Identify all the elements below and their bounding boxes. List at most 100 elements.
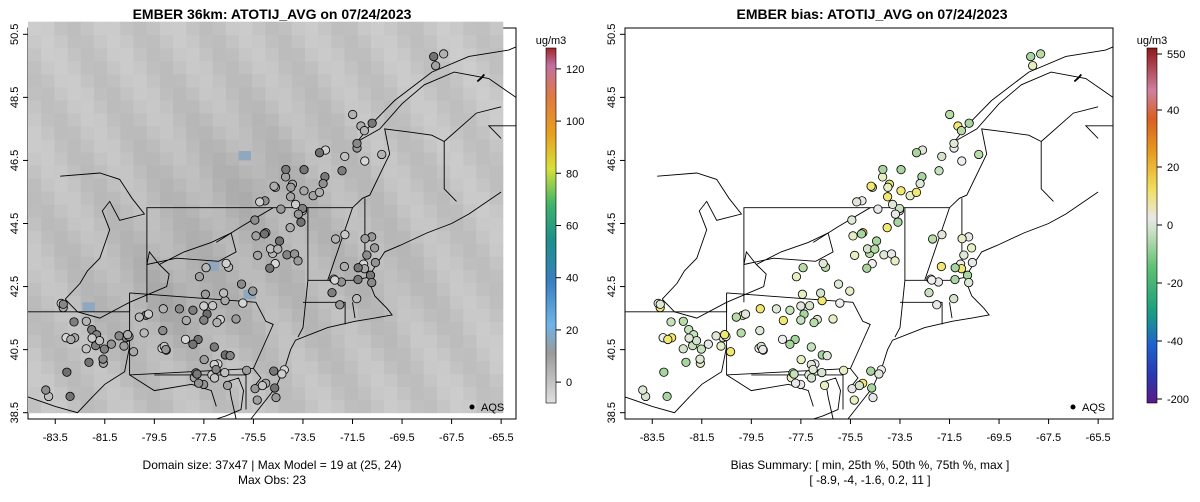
heatmap-cell <box>93 295 108 309</box>
obs-point <box>439 49 449 59</box>
bias-point <box>681 357 691 367</box>
heatmap-cell <box>93 86 108 101</box>
left-map-line <box>250 191 502 420</box>
heatmap-cell <box>54 399 69 414</box>
right-colorbar-unit: ug/m3 <box>1137 35 1168 47</box>
heatmap-cell <box>331 360 346 375</box>
heatmap-cell <box>54 112 69 127</box>
left-y-tick-label: 38.5 <box>9 402 21 423</box>
bias-point <box>771 304 782 314</box>
left-map-line <box>216 377 244 420</box>
obs-point <box>221 258 231 269</box>
heatmap-cell <box>357 191 372 205</box>
bias-point <box>845 286 855 296</box>
heatmap-cell <box>28 295 42 309</box>
heatmap-cell <box>476 138 491 153</box>
heatmap-cell <box>173 138 187 153</box>
heatmap-cell <box>489 386 504 401</box>
obs-point <box>208 301 218 311</box>
heatmap-cell <box>278 21 293 36</box>
left-map-line <box>443 106 502 142</box>
heatmap-cell <box>41 47 55 62</box>
heatmap-cell <box>318 256 332 270</box>
heatmap-cell <box>423 86 438 101</box>
heatmap-cell <box>450 165 464 179</box>
right-colorbar-ticks: 550 40 20 0 -20 -40 -200 <box>1157 49 1189 406</box>
heatmap-cell <box>265 321 280 335</box>
bias-point <box>915 178 925 189</box>
heatmap-cell <box>436 152 451 166</box>
heatmap-cell <box>489 321 504 335</box>
heatmap-cell <box>28 178 42 192</box>
heatmap-cell <box>463 347 477 362</box>
heatmap-cell <box>331 373 346 388</box>
right-map-line <box>726 374 814 407</box>
heatmap-cell <box>133 191 148 205</box>
heatmap-cell <box>370 295 385 309</box>
heatmap-cell <box>146 60 161 75</box>
heatmap-cell <box>107 112 121 127</box>
bias-point <box>817 296 827 306</box>
heatmap-cell <box>80 230 95 244</box>
heatmap-cell <box>397 295 411 309</box>
heatmap-cell <box>120 178 135 192</box>
heatmap-cell <box>463 217 477 231</box>
heatmap-cell <box>120 308 135 322</box>
heatmap-cell <box>186 399 200 414</box>
heatmap-cell <box>225 99 240 114</box>
heatmap-cell <box>489 86 504 101</box>
obs-point <box>188 339 198 349</box>
right-map-borders <box>624 46 1114 420</box>
heatmap-cell <box>133 86 148 101</box>
heatmap-cell <box>304 99 319 114</box>
heatmap-cell <box>384 321 398 335</box>
heatmap-cell <box>107 152 121 166</box>
heatmap-cell <box>54 21 69 36</box>
left-map-line <box>327 128 457 281</box>
heatmap-cell <box>331 386 346 401</box>
bias-point <box>957 156 967 166</box>
heatmap-cell <box>80 138 95 153</box>
left-x-tick-label: -83.5 <box>43 432 68 444</box>
heatmap-cell <box>476 295 491 309</box>
heatmap-cell <box>331 399 346 414</box>
heatmap-cell <box>318 99 332 114</box>
heatmap-cell <box>239 321 253 335</box>
heatmap-cell <box>384 386 398 401</box>
right-colorbar-tick-label: 0 <box>1167 220 1173 232</box>
heatmap-cell <box>54 282 69 296</box>
obs-point <box>251 231 261 241</box>
heatmap-cell <box>265 217 280 231</box>
heatmap-cell <box>120 21 135 36</box>
heatmap-cell <box>159 125 174 140</box>
heatmap-cell <box>476 269 491 283</box>
heatmap-cell <box>410 73 425 88</box>
heatmap-cell <box>28 152 42 166</box>
heatmap-cell <box>252 99 266 114</box>
heatmap-cell <box>410 112 425 127</box>
heatmap-cell <box>370 334 385 349</box>
obs-point <box>225 351 235 361</box>
bias-point <box>887 199 898 210</box>
heatmap-cell <box>450 373 464 388</box>
heatmap-cell <box>159 86 174 101</box>
heatmap-cell <box>146 321 161 335</box>
heatmap-cell <box>186 112 200 127</box>
heatmap-cell <box>370 60 385 75</box>
heatmap-cell <box>146 112 161 127</box>
heatmap-cell <box>423 360 438 375</box>
heatmap-cell <box>28 191 42 205</box>
bias-point <box>806 373 817 383</box>
heatmap-cell <box>489 360 504 375</box>
obs-point <box>143 309 154 319</box>
bias-point <box>785 305 795 315</box>
heatmap-cell <box>318 34 332 49</box>
heatmap-cell <box>450 347 464 362</box>
heatmap-cell <box>28 217 42 231</box>
obs-point <box>352 294 362 304</box>
bias-point <box>854 380 865 391</box>
bias-point <box>736 328 746 338</box>
heatmap-cell <box>463 178 477 192</box>
heatmap-cell <box>107 125 121 140</box>
heatmap-cell <box>436 34 451 49</box>
